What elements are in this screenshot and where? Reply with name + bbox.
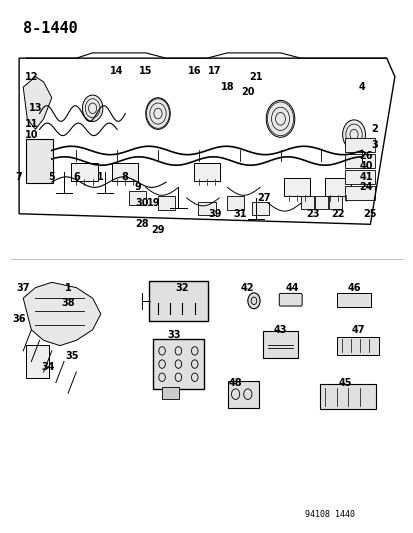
FancyBboxPatch shape [328,196,342,209]
Text: 18: 18 [220,82,234,92]
Text: 40: 40 [358,161,372,171]
FancyBboxPatch shape [319,384,375,409]
Text: 1: 1 [97,172,104,182]
FancyBboxPatch shape [112,163,138,181]
Text: 41: 41 [358,172,372,182]
Text: 9: 9 [134,182,140,192]
Text: 22: 22 [330,209,344,219]
FancyBboxPatch shape [279,293,301,306]
FancyBboxPatch shape [157,196,174,210]
Text: 24: 24 [358,182,372,192]
Text: 32: 32 [176,282,189,293]
Text: 48: 48 [228,377,242,387]
Circle shape [82,95,102,122]
FancyBboxPatch shape [129,191,146,205]
Text: 12: 12 [24,71,38,82]
FancyBboxPatch shape [198,201,215,215]
Text: 29: 29 [151,224,164,235]
Text: 15: 15 [139,66,152,76]
FancyBboxPatch shape [344,186,374,199]
Text: 35: 35 [65,351,79,361]
Text: 26: 26 [358,151,372,161]
Text: 28: 28 [135,219,148,229]
FancyBboxPatch shape [26,139,52,183]
FancyBboxPatch shape [193,163,220,181]
FancyBboxPatch shape [71,163,97,181]
Text: 21: 21 [249,71,262,82]
Text: 39: 39 [208,209,221,219]
Circle shape [145,98,170,130]
Text: 31: 31 [233,209,246,219]
Text: 43: 43 [273,325,287,335]
Text: 4: 4 [358,82,365,92]
Circle shape [247,293,259,309]
Text: 25: 25 [363,209,376,219]
Text: 10: 10 [24,130,38,140]
FancyBboxPatch shape [228,381,259,408]
Circle shape [342,120,365,149]
Text: 13: 13 [28,103,42,114]
Polygon shape [23,282,100,345]
FancyBboxPatch shape [251,201,268,215]
Circle shape [266,100,294,138]
Text: 5: 5 [48,172,55,182]
Text: 3: 3 [370,140,377,150]
FancyBboxPatch shape [226,196,244,210]
FancyBboxPatch shape [336,337,378,354]
FancyBboxPatch shape [26,344,48,378]
FancyBboxPatch shape [324,179,350,196]
Text: 19: 19 [147,198,160,208]
Text: 23: 23 [306,209,319,219]
Text: 44: 44 [285,282,299,293]
FancyBboxPatch shape [314,196,327,209]
Text: 27: 27 [257,193,270,203]
Text: 94108 1440: 94108 1440 [304,510,354,519]
Text: 45: 45 [338,377,352,387]
Text: 14: 14 [110,66,123,76]
FancyBboxPatch shape [344,139,374,152]
Text: 42: 42 [240,282,254,293]
Text: 2: 2 [370,124,377,134]
Text: 47: 47 [351,325,364,335]
Text: 38: 38 [61,298,75,309]
Polygon shape [23,77,52,130]
FancyBboxPatch shape [283,179,309,196]
FancyBboxPatch shape [344,170,374,184]
Text: 1: 1 [64,282,71,293]
FancyBboxPatch shape [344,154,374,168]
FancyBboxPatch shape [300,196,313,209]
FancyBboxPatch shape [148,281,208,321]
Text: 7: 7 [16,172,22,182]
Text: 36: 36 [12,314,26,324]
Text: 16: 16 [188,66,201,76]
Text: 8: 8 [121,172,128,182]
Text: 46: 46 [347,282,360,293]
Text: 20: 20 [240,87,254,98]
Text: 33: 33 [167,330,180,340]
FancyBboxPatch shape [262,331,297,358]
Text: 11: 11 [24,119,38,129]
Text: 8-1440: 8-1440 [23,21,78,36]
Text: 6: 6 [73,172,79,182]
Text: 17: 17 [208,66,221,76]
FancyBboxPatch shape [152,339,204,390]
FancyBboxPatch shape [161,387,178,399]
Text: 37: 37 [17,282,30,293]
FancyBboxPatch shape [336,293,370,307]
Text: 34: 34 [41,362,55,372]
Text: 30: 30 [135,198,148,208]
